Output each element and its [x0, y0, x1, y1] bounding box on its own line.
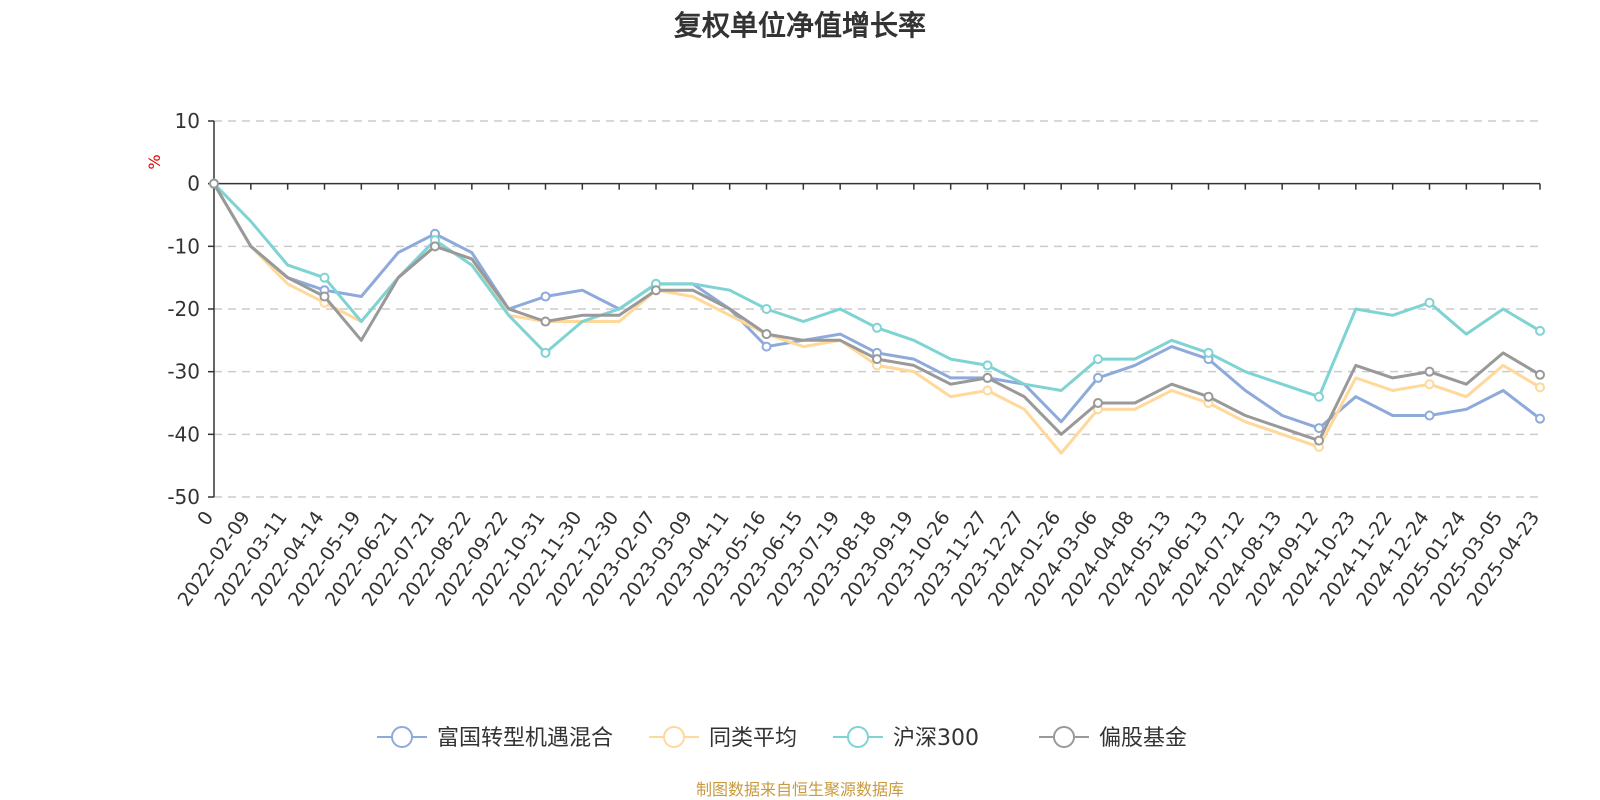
data-point	[1314, 435, 1324, 446]
y-tick-label: 0	[187, 172, 200, 196]
data-point	[761, 304, 772, 314]
line-chart: 100-10-20-30-40-50%02022-02-092022-03-11…	[145, 109, 1545, 751]
data-point	[1314, 423, 1324, 434]
data-point	[1093, 398, 1103, 408]
data-point	[1203, 391, 1214, 402]
y-tick-label: -50	[167, 485, 200, 509]
y-tick-label: -30	[167, 360, 200, 384]
data-point	[1535, 369, 1545, 380]
data-point	[319, 291, 330, 302]
legend-label: 沪深300	[893, 726, 979, 751]
legend-swatch-marker	[391, 726, 413, 748]
data-point	[1093, 372, 1103, 383]
x-tick-label: 0	[193, 507, 218, 530]
data-point	[430, 241, 440, 252]
data-point	[1093, 354, 1103, 365]
series-line	[212, 182, 1541, 455]
legend-swatch-marker	[663, 726, 685, 748]
data-point	[1314, 391, 1324, 402]
data-point	[651, 285, 661, 296]
data-point	[982, 360, 993, 371]
data-point	[761, 341, 772, 352]
y-tick-label: -20	[167, 297, 200, 321]
y-axis-label: %	[145, 154, 164, 169]
legend-label: 富国转型机遇混合	[437, 726, 613, 751]
data-point	[540, 316, 551, 327]
data-point	[761, 329, 772, 340]
data-point	[982, 372, 993, 383]
series-line	[212, 182, 1541, 443]
legend-label: 同类平均	[709, 726, 797, 751]
data-point	[1203, 347, 1214, 358]
data-point	[1424, 366, 1435, 377]
data-point	[982, 385, 993, 396]
y-tick-label: -10	[167, 234, 200, 258]
chart-title: 复权单位净值增长率	[673, 9, 926, 42]
legend-label: 偏股基金	[1099, 726, 1187, 751]
data-point	[1424, 379, 1435, 390]
data-point	[319, 272, 330, 283]
series-line	[212, 182, 1541, 430]
data-point	[1424, 410, 1435, 421]
legend-swatch-marker	[847, 726, 869, 748]
data-point	[540, 347, 551, 358]
source-note: 制图数据来自恒生聚源数据库	[695, 780, 904, 799]
data-point	[1535, 413, 1545, 424]
data-point	[1535, 325, 1545, 336]
y-tick-label: -40	[167, 422, 200, 446]
data-point	[1535, 382, 1545, 393]
data-point	[872, 322, 882, 333]
data-point	[209, 178, 219, 189]
data-point	[540, 291, 551, 302]
data-point	[872, 354, 882, 365]
y-tick-label: 10	[175, 109, 200, 133]
data-point	[1424, 297, 1435, 308]
legend-swatch-marker	[1053, 726, 1075, 748]
